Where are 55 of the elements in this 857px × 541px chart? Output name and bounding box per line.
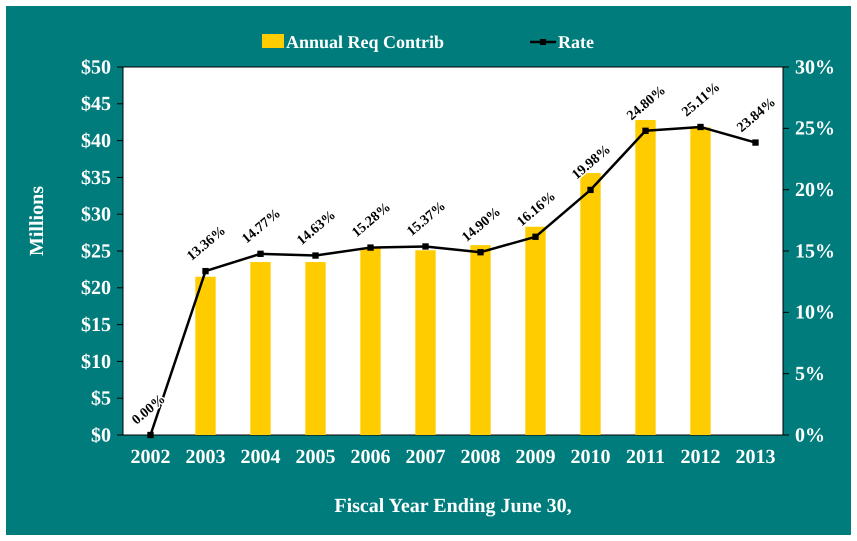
bar xyxy=(525,226,546,435)
bar xyxy=(195,276,216,435)
x-tick-label: 2007 xyxy=(406,446,446,468)
y-tick-label: $40 xyxy=(81,130,111,152)
x-tick-label: 2010 xyxy=(570,446,610,468)
x-tick-label: 2006 xyxy=(350,446,390,468)
bar xyxy=(360,248,381,435)
y-tick-label: $50 xyxy=(81,56,111,78)
x-tick-label: 2004 xyxy=(240,446,280,468)
bar xyxy=(690,127,711,435)
y-tick-label: $5 xyxy=(91,388,111,410)
point xyxy=(202,268,209,274)
y2-tick-label: 15% xyxy=(795,240,835,262)
y-tick-label: $0 xyxy=(91,424,111,446)
legend-label: Rate xyxy=(558,32,594,52)
y-tick-label: $35 xyxy=(81,166,111,189)
point xyxy=(477,249,484,256)
point xyxy=(587,186,594,194)
y-tick-label: $10 xyxy=(81,350,111,373)
point xyxy=(532,234,539,240)
point xyxy=(147,432,154,438)
x-tick-label: 2002 xyxy=(130,446,170,468)
y-tick-label: $25 xyxy=(81,240,111,262)
point xyxy=(367,244,374,251)
point xyxy=(422,243,429,250)
y-tick-label: $15 xyxy=(81,314,111,336)
y2-tick-label: 25% xyxy=(795,118,835,140)
bar xyxy=(635,120,656,435)
y2-tick-label: 0% xyxy=(795,424,825,446)
x-tick-label: 2003 xyxy=(186,446,226,468)
y-axis-title: Millions xyxy=(26,186,48,256)
bar xyxy=(250,262,271,435)
point xyxy=(257,250,264,257)
bar xyxy=(305,262,326,435)
point xyxy=(642,128,649,134)
x-axis-title: Fiscal Year Ending June 30, xyxy=(334,495,572,517)
y-tick-label: $20 xyxy=(81,277,111,300)
x-tick-label: 2005 xyxy=(296,446,336,468)
x-tick-label: 2013 xyxy=(736,446,776,468)
y2-tick-label: 10% xyxy=(795,302,835,324)
y-tick-label: $30 xyxy=(81,204,111,226)
bar xyxy=(470,245,491,435)
x-tick-label: 2008 xyxy=(460,446,500,468)
y2-tick-label: 30% xyxy=(795,56,835,78)
legend-label: Annual Req Contrib xyxy=(286,32,444,52)
point xyxy=(697,124,704,130)
y-tick-label: $45 xyxy=(81,93,111,116)
bar xyxy=(415,250,436,435)
y2-tick-label: 5% xyxy=(795,363,825,386)
y2-tick-label: 20% xyxy=(795,179,835,202)
x-tick-label: 2012 xyxy=(680,446,720,468)
point xyxy=(312,252,319,259)
x-tick-label: 2011 xyxy=(626,446,665,468)
x-tick-label: 2009 xyxy=(516,446,556,468)
point xyxy=(752,139,759,146)
